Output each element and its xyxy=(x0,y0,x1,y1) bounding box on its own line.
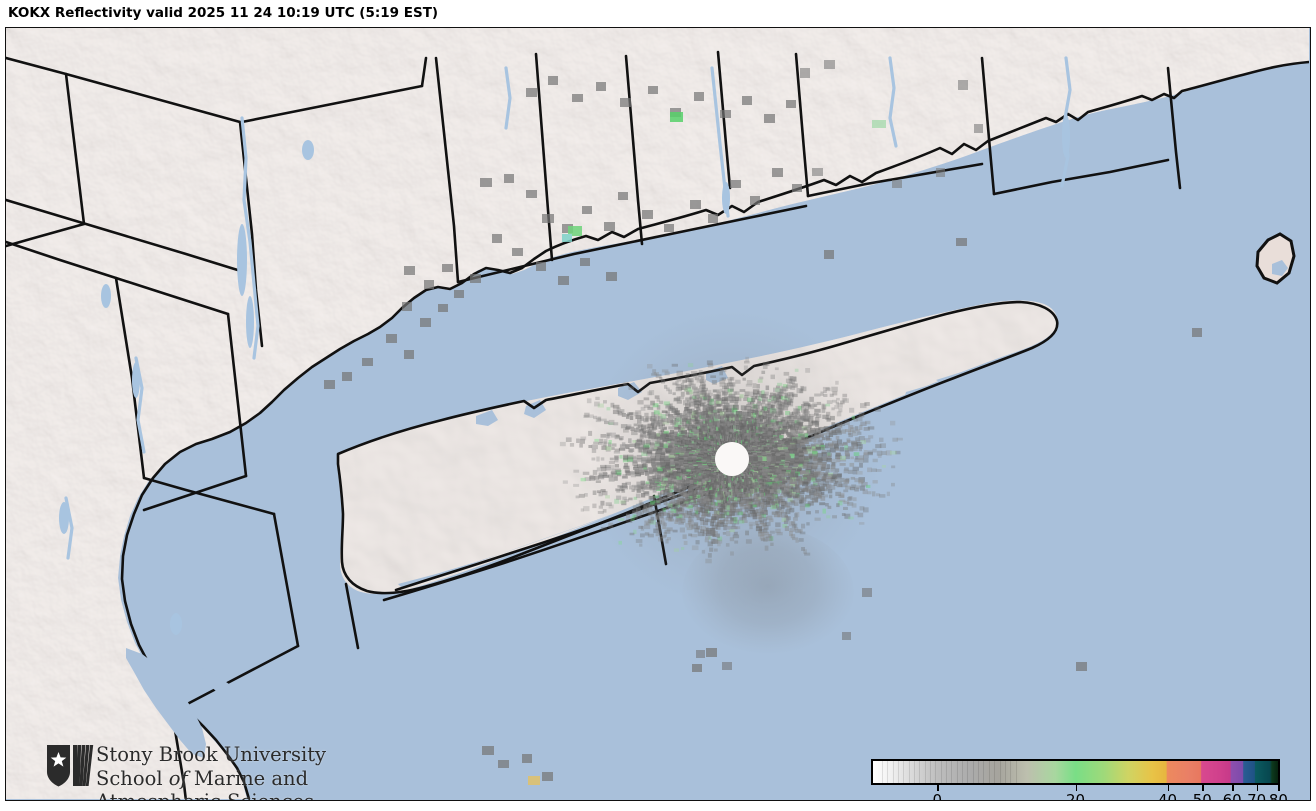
colorbar-tick xyxy=(1075,785,1077,791)
page-title: KOKX Reflectivity valid 2025 11 24 10:19… xyxy=(8,5,439,21)
logo-line-3: Atmospheric Sciences xyxy=(96,790,326,800)
colorbar-tick-label: 60 xyxy=(1222,791,1242,801)
echo-cluster-connecticut xyxy=(788,50,983,188)
colorbar-tick xyxy=(937,785,939,791)
stony-brook-logo: Stony Brook University School of Marine … xyxy=(44,742,344,800)
colorbar-tick xyxy=(1256,785,1259,791)
colorbar-tick-label: 0 xyxy=(932,791,943,801)
radar-map-frame[interactable]: 0 20 40 50 60 70 80 Stony Brook Univer xyxy=(5,27,1311,801)
colorbar-tick-label: 20 xyxy=(1065,791,1086,801)
colorbar-ticks xyxy=(871,785,1280,791)
logo-line-1: Stony Brook University xyxy=(96,743,327,766)
colorbar-tick xyxy=(1232,785,1234,791)
colorbar-tick xyxy=(1202,785,1204,791)
colorbar-tick xyxy=(1278,785,1280,791)
title-bar: KOKX Reflectivity valid 2025 11 24 10:19… xyxy=(0,0,1316,27)
echo-scatter-colored xyxy=(528,112,683,785)
lakes xyxy=(59,114,1070,635)
harbor-water xyxy=(126,648,268,758)
colorbar-tick-label: 40 xyxy=(1157,791,1178,801)
reflectivity-colorbar: 0 20 40 50 60 70 80 xyxy=(871,759,1291,801)
colorbar-tick-labels: 0 20 40 50 60 70 80 xyxy=(871,791,1287,801)
colorbar-tick-label: 80 xyxy=(1268,791,1288,801)
logo-text: Stony Brook University School of Marine … xyxy=(96,743,327,800)
colorbar-tick-label: 50 xyxy=(1192,791,1212,801)
echo-cluster-offshore xyxy=(682,527,872,670)
logo-line-2: School of Marine and xyxy=(96,766,309,790)
shield-star-icon xyxy=(47,745,94,787)
landmass-islands xyxy=(1255,232,1296,285)
map-borders xyxy=(6,50,1309,799)
radar-echo-layer xyxy=(324,50,1202,785)
colorbar-tick xyxy=(1167,785,1170,791)
radar-map-canvas[interactable]: 0 20 40 50 60 70 80 Stony Brook Univer xyxy=(6,28,1309,801)
landmass-mainland xyxy=(6,28,1309,799)
colorbar-tick-label: 70 xyxy=(1247,791,1267,801)
colorbar-gradient xyxy=(871,759,1280,785)
